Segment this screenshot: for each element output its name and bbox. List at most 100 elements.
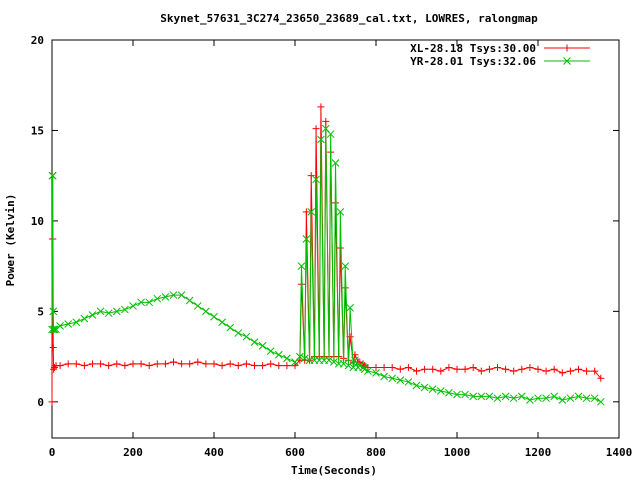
x-tick-label: 600 [285, 446, 305, 459]
data-point [396, 365, 404, 373]
data-point [404, 363, 412, 371]
x-tick-label: 1400 [606, 446, 633, 459]
data-point [582, 394, 591, 403]
data-point [210, 312, 218, 321]
data-point [317, 135, 325, 144]
data-point [307, 208, 316, 216]
series-2 [48, 124, 605, 406]
data-point [413, 367, 420, 375]
y-axis-label: Power (Kelvin) [4, 194, 17, 287]
data-point [344, 361, 353, 370]
data-point [234, 362, 242, 370]
x-tick-label: 400 [204, 446, 224, 459]
data-point [49, 325, 58, 334]
data-point [566, 367, 574, 375]
data-point [48, 398, 56, 406]
data-point [283, 354, 291, 363]
data-point [113, 360, 121, 368]
data-point [339, 359, 348, 368]
data-point [346, 303, 354, 312]
data-point [80, 362, 88, 370]
data-point [575, 365, 582, 373]
data-point [302, 235, 311, 243]
data-point [242, 332, 251, 341]
data-point [161, 293, 170, 301]
data-point [56, 321, 64, 330]
data-point [210, 360, 218, 368]
y-tick-label: 15 [31, 124, 44, 137]
data-point [50, 365, 58, 373]
data-point [89, 360, 96, 368]
y-tick-label: 5 [37, 305, 44, 318]
data-point [502, 365, 510, 373]
data-point [526, 363, 534, 371]
data-point [477, 392, 486, 401]
data-point [275, 362, 283, 370]
data-point [429, 365, 437, 373]
axes-layer: 0 200 400 600 800 1000 1200 1400 0 5 10 15 20 [31, 34, 633, 459]
data-point [331, 159, 340, 167]
data-point [121, 362, 129, 370]
data-point [283, 362, 291, 370]
data-point [49, 307, 58, 316]
x-tick-label: 800 [366, 446, 386, 459]
data-point [202, 307, 210, 316]
x-tick-label: 1000 [444, 446, 471, 459]
data-point [64, 320, 73, 328]
data-point [88, 311, 97, 319]
y-tick-label: 10 [31, 215, 44, 228]
data-point [501, 392, 510, 401]
data-point [591, 367, 599, 375]
data-point [461, 365, 469, 373]
x-tick-label: 1200 [525, 446, 552, 459]
data-point [453, 390, 461, 399]
y-tick-label: 0 [37, 396, 44, 409]
data-point [380, 372, 388, 381]
data-point [185, 296, 194, 305]
data-point [566, 394, 575, 403]
data-point [542, 367, 550, 375]
series-layer [48, 103, 605, 406]
data-point [326, 130, 335, 138]
data-point [322, 117, 330, 125]
data-point [485, 365, 493, 373]
data-point [534, 394, 542, 403]
data-point [388, 374, 397, 383]
x-axis-label: Time(Seconds) [291, 464, 377, 477]
data-point [534, 365, 542, 373]
data-point [129, 302, 137, 310]
data-point [307, 172, 315, 180]
data-point [558, 396, 567, 404]
x-tick-label: 0 [49, 446, 56, 459]
data-point [574, 392, 583, 401]
data-point [105, 362, 113, 370]
data-point [493, 394, 502, 403]
data-point [296, 352, 304, 361]
data-point [80, 314, 89, 323]
x-tick-label: 200 [123, 446, 143, 459]
data-point [50, 363, 58, 371]
data-point [274, 350, 283, 359]
data-point [226, 360, 234, 368]
data-point [359, 360, 367, 368]
data-point [56, 362, 64, 370]
data-point [372, 363, 380, 371]
data-point [494, 363, 501, 371]
data-point [325, 356, 333, 365]
data-point [153, 294, 162, 303]
data-point [96, 307, 105, 316]
data-point [250, 338, 259, 346]
data-point [469, 392, 478, 401]
legend-label: YR-28.01 Tsys:32.06 [410, 55, 536, 68]
data-point [517, 392, 526, 401]
data-point [518, 365, 526, 373]
data-point [218, 362, 226, 370]
data-point [550, 365, 558, 373]
data-point [266, 347, 275, 356]
data-point [421, 365, 429, 373]
data-point [428, 385, 437, 394]
data-point [420, 383, 429, 392]
data-point [583, 367, 591, 375]
data-point [121, 305, 129, 314]
data-point [364, 367, 372, 375]
